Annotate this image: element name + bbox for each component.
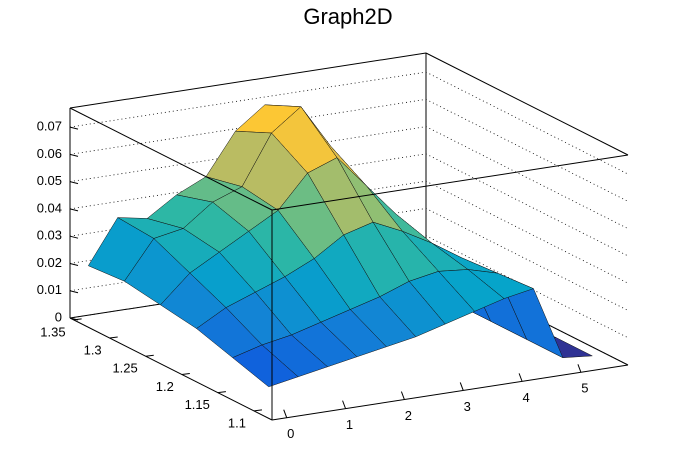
- x-axis: [271, 364, 629, 421]
- box-edge: [69, 107, 273, 211]
- x-tick: [400, 391, 405, 400]
- z-tick-label: 0.06: [37, 146, 62, 161]
- x-tick-label: 3: [464, 399, 471, 414]
- x-tick: [518, 373, 523, 382]
- box-edge: [69, 52, 427, 109]
- z-tick-label: 0: [55, 309, 62, 324]
- y-tick: [73, 318, 82, 321]
- z-tick-label: 0.07: [37, 119, 62, 134]
- x-tick-label: 2: [405, 408, 412, 423]
- z-tick-label: 0.01: [37, 282, 62, 297]
- z-tick: [69, 235, 79, 239]
- z-tick: [69, 290, 79, 294]
- x-tick: [459, 382, 464, 391]
- y-axis: [69, 317, 273, 421]
- z-tick: [69, 181, 79, 185]
- z-tick: [69, 262, 79, 266]
- surface-cell: [232, 344, 299, 388]
- x-tick: [283, 409, 288, 418]
- x-tick: [342, 400, 347, 409]
- z-tick: [69, 153, 79, 157]
- z-tick: [69, 126, 79, 130]
- y-tick: [253, 409, 263, 412]
- x-tick-label: 5: [581, 381, 588, 396]
- y-tick: [145, 354, 154, 357]
- y-tick-label: 1.2: [156, 379, 174, 394]
- y-tick: [181, 372, 190, 375]
- x-tick-label: 1: [346, 417, 353, 432]
- grid-line: [69, 98, 629, 202]
- z-tick-label: 0.05: [37, 173, 62, 188]
- chart-title: Graph2D: [303, 4, 392, 29]
- z-tick-label: 0.03: [37, 228, 62, 243]
- y-tick-label: 1.15: [185, 397, 210, 412]
- y-tick: [217, 391, 226, 394]
- x-tick: [577, 364, 582, 373]
- grid-line: [69, 71, 629, 175]
- grid-line: [69, 126, 629, 229]
- box-edge: [425, 52, 629, 156]
- x-tick-label: 4: [522, 390, 529, 405]
- x-tick-label: 0: [287, 426, 294, 441]
- z-tick: [69, 208, 79, 212]
- y-tick-label: 1.1: [228, 415, 246, 430]
- z-tick-label: 0.02: [37, 255, 62, 270]
- y-tick-label: 1.35: [40, 324, 65, 339]
- box-edge: [271, 154, 629, 211]
- y-tick-label: 1.3: [84, 342, 102, 357]
- y-tick: [109, 336, 118, 339]
- y-tick-label: 1.25: [112, 361, 137, 376]
- z-tick-label: 0.04: [37, 200, 62, 215]
